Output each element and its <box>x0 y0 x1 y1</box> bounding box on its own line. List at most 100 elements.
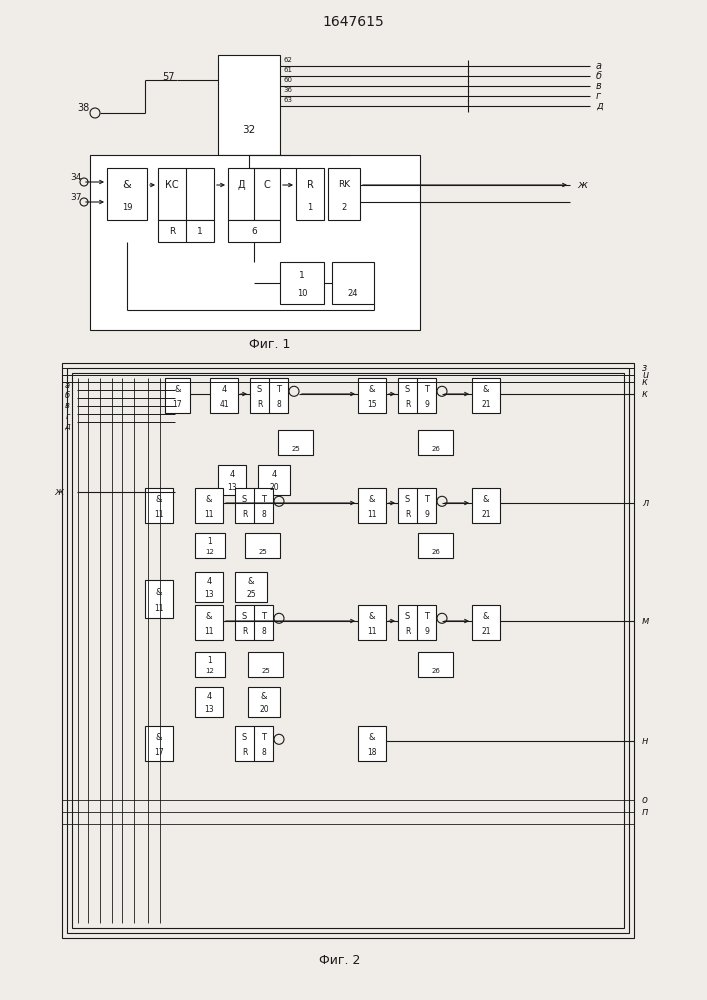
Text: 25: 25 <box>258 549 267 555</box>
Text: S: S <box>405 495 410 504</box>
Text: 8: 8 <box>261 510 266 519</box>
Text: 15: 15 <box>367 400 377 409</box>
Bar <box>195 488 223 523</box>
Text: 17: 17 <box>154 748 164 757</box>
Text: 4: 4 <box>221 385 227 394</box>
Bar <box>210 378 238 413</box>
Bar <box>258 465 290 495</box>
Bar <box>145 580 173 618</box>
Bar <box>358 378 386 413</box>
Bar <box>235 726 273 761</box>
Bar <box>145 726 173 761</box>
Bar <box>235 605 273 640</box>
Bar <box>195 572 223 602</box>
Bar <box>358 726 386 761</box>
Text: &: & <box>206 612 212 621</box>
Bar <box>62 363 634 938</box>
Bar <box>235 572 267 602</box>
Text: 1: 1 <box>208 656 212 665</box>
Bar <box>218 465 246 495</box>
Text: T: T <box>261 612 266 621</box>
Text: 1: 1 <box>197 227 203 235</box>
Bar <box>358 488 386 523</box>
Text: ж: ж <box>54 487 64 497</box>
Text: 11: 11 <box>154 604 164 613</box>
Bar <box>398 378 436 413</box>
Text: 37: 37 <box>71 194 82 202</box>
Text: 4: 4 <box>206 577 211 586</box>
Text: u: u <box>642 370 648 380</box>
Text: S: S <box>257 385 262 394</box>
Text: в: в <box>596 81 602 91</box>
Text: R: R <box>405 510 410 519</box>
Text: S: S <box>405 385 410 394</box>
Text: 4: 4 <box>229 470 235 479</box>
Text: R: R <box>242 627 247 636</box>
Bar <box>472 605 500 640</box>
Text: S: S <box>242 495 247 504</box>
Text: R: R <box>405 627 410 636</box>
Text: R: R <box>257 400 262 409</box>
Text: a: a <box>596 61 602 71</box>
Text: 4: 4 <box>271 470 276 479</box>
Text: 1: 1 <box>299 271 305 280</box>
Text: м: м <box>642 616 649 626</box>
Bar <box>228 220 280 242</box>
Bar <box>280 262 324 304</box>
Text: &: & <box>369 385 375 394</box>
Text: б: б <box>596 71 602 81</box>
Bar <box>472 378 500 413</box>
Text: &: & <box>483 495 489 504</box>
Text: S: S <box>405 612 410 621</box>
Text: КС: КС <box>165 180 179 190</box>
Text: 11: 11 <box>204 510 214 519</box>
Text: 13: 13 <box>204 590 214 599</box>
Bar <box>358 605 386 640</box>
Text: 25: 25 <box>261 668 270 674</box>
Text: S: S <box>242 733 247 742</box>
Text: 8: 8 <box>276 400 281 409</box>
Text: &: & <box>261 692 267 701</box>
Text: 21: 21 <box>481 627 491 636</box>
Bar <box>235 488 273 523</box>
Text: a
б
в
г
д: a б в г д <box>64 381 70 431</box>
Text: &: & <box>483 385 489 394</box>
Bar <box>332 262 374 304</box>
Text: 18: 18 <box>367 748 377 757</box>
Text: 6: 6 <box>251 227 257 235</box>
Text: 21: 21 <box>481 400 491 409</box>
Text: Фиг. 1: Фиг. 1 <box>250 338 291 352</box>
Bar <box>245 533 280 558</box>
Text: 8: 8 <box>261 748 266 757</box>
Bar <box>296 168 324 220</box>
Text: 63: 63 <box>283 97 292 103</box>
Text: л: л <box>642 498 648 508</box>
Bar <box>250 378 288 413</box>
Text: 25: 25 <box>291 446 300 452</box>
Text: &: & <box>369 733 375 742</box>
Text: 19: 19 <box>122 202 132 212</box>
Bar <box>195 533 225 558</box>
Text: 57: 57 <box>163 72 175 82</box>
Bar <box>195 605 223 640</box>
Text: 9: 9 <box>424 510 429 519</box>
Bar <box>228 168 280 220</box>
Bar <box>107 168 147 220</box>
Text: к: к <box>642 389 648 399</box>
Bar <box>248 687 280 717</box>
Text: T: T <box>424 495 429 504</box>
Text: &: & <box>156 733 162 742</box>
Text: Д: Д <box>237 180 245 190</box>
Text: 11: 11 <box>367 627 377 636</box>
Text: 11: 11 <box>367 510 377 519</box>
Text: о: о <box>642 795 648 805</box>
Text: T: T <box>276 385 281 394</box>
Text: 26: 26 <box>431 446 440 452</box>
Text: 9: 9 <box>424 627 429 636</box>
Bar <box>278 430 313 455</box>
Text: п: п <box>642 807 648 817</box>
Text: &: & <box>156 588 162 597</box>
Text: 38: 38 <box>78 103 90 113</box>
Text: T: T <box>261 733 266 742</box>
Bar <box>248 652 283 677</box>
